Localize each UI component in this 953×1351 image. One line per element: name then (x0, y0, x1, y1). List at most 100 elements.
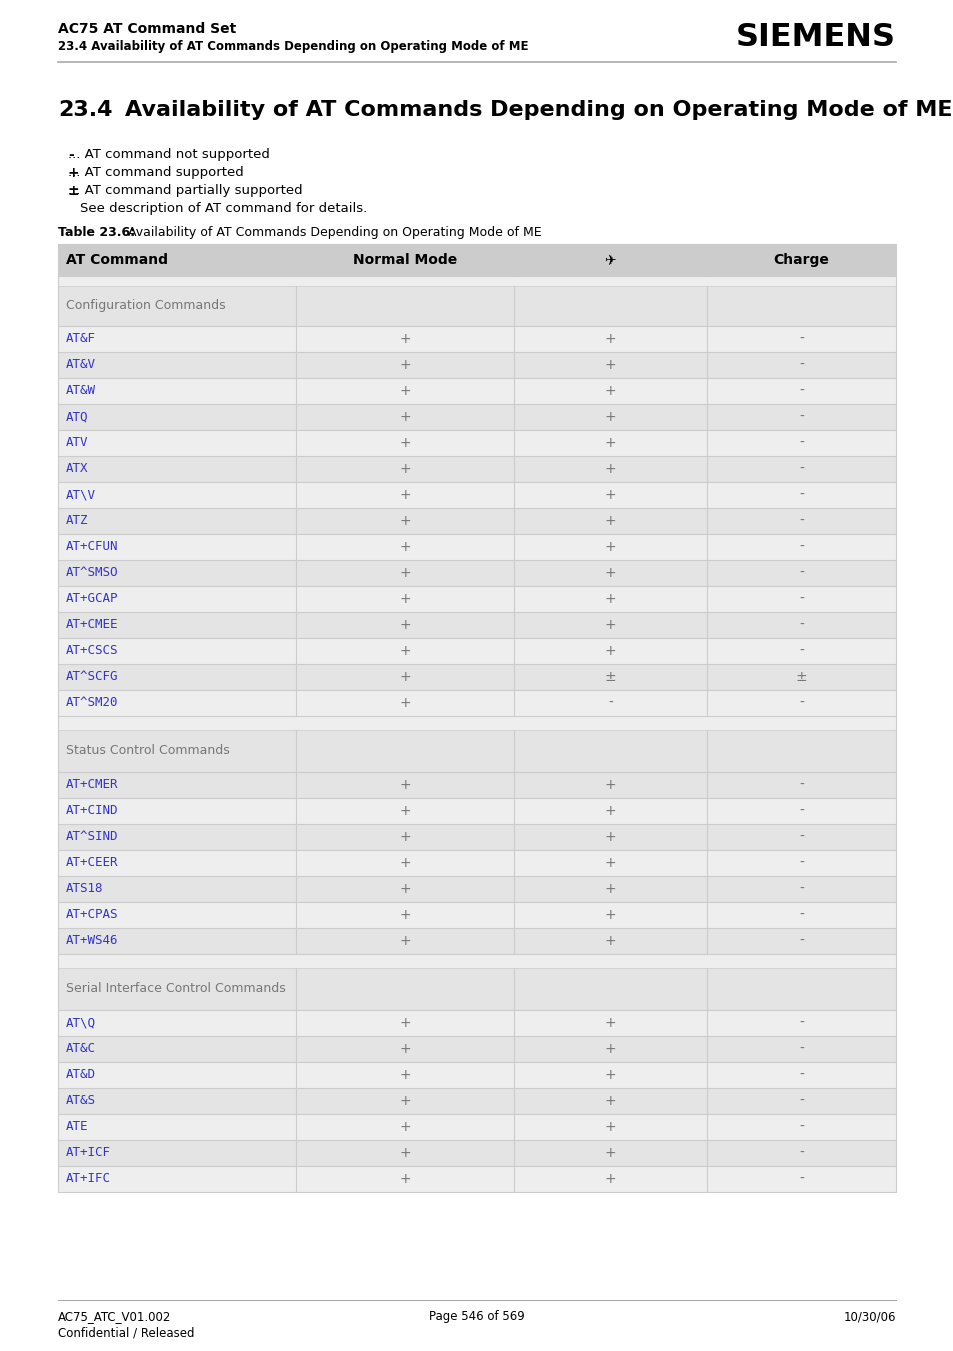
Text: +: + (398, 1069, 411, 1082)
Text: +: + (604, 513, 616, 528)
Text: -: - (799, 696, 803, 711)
Bar (58, 1166, 895, 1192)
Text: ATZ: ATZ (66, 515, 89, 527)
Text: +: + (604, 617, 616, 632)
Text: +: + (604, 358, 616, 372)
Bar (58, 902, 895, 928)
Text: AC75_ATC_V01.002: AC75_ATC_V01.002 (58, 1310, 172, 1323)
Text: 23.4: 23.4 (58, 100, 112, 120)
Text: -: - (799, 592, 803, 607)
Text: Normal Mode: Normal Mode (353, 253, 456, 267)
Text: ... AT command partially supported: ... AT command partially supported (68, 184, 302, 197)
Bar (58, 276, 895, 286)
Text: AT+ICF: AT+ICF (66, 1147, 111, 1159)
Text: AT+GCAP: AT+GCAP (66, 593, 118, 605)
Text: +: + (398, 1146, 411, 1161)
Bar (58, 534, 895, 561)
Text: -: - (799, 540, 803, 554)
Text: +: + (398, 696, 411, 711)
Text: +: + (398, 592, 411, 607)
Text: See description of AT command for details.: See description of AT command for detail… (80, 203, 367, 215)
Bar (58, 690, 895, 716)
Text: +: + (398, 670, 411, 684)
Text: -: - (799, 644, 803, 658)
Text: +: + (398, 540, 411, 554)
Bar (58, 824, 895, 850)
Text: Configuration Commands: Configuration Commands (66, 300, 226, 312)
Bar (58, 875, 895, 902)
Text: +: + (398, 409, 411, 424)
Text: -: - (799, 384, 803, 399)
Text: -: - (799, 617, 803, 632)
Bar (58, 1062, 895, 1088)
Text: AT+CMER: AT+CMER (66, 778, 118, 792)
Text: ATE: ATE (66, 1120, 89, 1133)
Text: AT&F: AT&F (66, 332, 96, 346)
Text: -: - (799, 1016, 803, 1029)
Bar (58, 326, 895, 353)
Text: +: + (604, 1173, 616, 1186)
Text: +: + (604, 1094, 616, 1108)
Text: AT Command: AT Command (66, 253, 168, 267)
Text: -: - (799, 566, 803, 580)
Bar (58, 561, 895, 586)
Text: AT^SCFG: AT^SCFG (66, 670, 118, 684)
Text: -: - (68, 149, 73, 162)
Text: +: + (398, 778, 411, 792)
Text: -: - (799, 513, 803, 528)
Text: AT^SMSO: AT^SMSO (66, 566, 118, 580)
Text: +: + (604, 1120, 616, 1133)
Text: Serial Interface Control Commands: Serial Interface Control Commands (66, 982, 286, 996)
Text: +: + (398, 384, 411, 399)
Bar (58, 969, 895, 1011)
Text: ATV: ATV (66, 436, 89, 450)
Text: 10/30/06: 10/30/06 (842, 1310, 895, 1323)
Text: -: - (799, 830, 803, 844)
Text: +: + (604, 592, 616, 607)
Text: +: + (398, 1042, 411, 1056)
Text: +: + (604, 1016, 616, 1029)
Text: +: + (398, 332, 411, 346)
Text: AT\V: AT\V (66, 489, 96, 501)
Text: -: - (799, 358, 803, 372)
Text: -: - (799, 1069, 803, 1082)
Text: +: + (398, 804, 411, 817)
Bar (58, 286, 895, 326)
Bar (58, 771, 895, 798)
Text: AT+CPAS: AT+CPAS (66, 908, 118, 921)
Text: +: + (398, 513, 411, 528)
Bar (58, 850, 895, 875)
Text: ±: ± (604, 670, 616, 684)
Text: -: - (799, 778, 803, 792)
Text: AT&V: AT&V (66, 358, 96, 372)
Text: ATX: ATX (66, 462, 89, 476)
Bar (58, 928, 895, 954)
Text: AT&W: AT&W (66, 385, 96, 397)
Text: AT\Q: AT\Q (66, 1016, 96, 1029)
Bar (58, 663, 895, 690)
Text: +: + (604, 332, 616, 346)
Text: -: - (799, 882, 803, 896)
Text: AT^SM20: AT^SM20 (66, 697, 118, 709)
Text: +: + (68, 166, 79, 180)
Bar (58, 730, 895, 771)
Bar (58, 1036, 895, 1062)
Text: Availability of AT Commands Depending on Operating Mode of ME: Availability of AT Commands Depending on… (125, 100, 951, 120)
Text: ±: ± (795, 670, 806, 684)
Text: ✈: ✈ (604, 253, 616, 267)
Text: +: + (398, 1094, 411, 1108)
Bar (58, 378, 895, 404)
Text: ... AT command supported: ... AT command supported (68, 166, 244, 178)
Text: Page 546 of 569: Page 546 of 569 (429, 1310, 524, 1323)
Text: Table 23.6:: Table 23.6: (58, 226, 135, 239)
Text: +: + (604, 409, 616, 424)
Text: AT&S: AT&S (66, 1094, 96, 1108)
Text: +: + (398, 830, 411, 844)
Text: SIEMENS: SIEMENS (735, 23, 895, 54)
Bar (58, 508, 895, 534)
Text: +: + (398, 934, 411, 948)
Text: -: - (799, 462, 803, 476)
Text: +: + (604, 384, 616, 399)
Text: +: + (398, 436, 411, 450)
Text: +: + (604, 436, 616, 450)
